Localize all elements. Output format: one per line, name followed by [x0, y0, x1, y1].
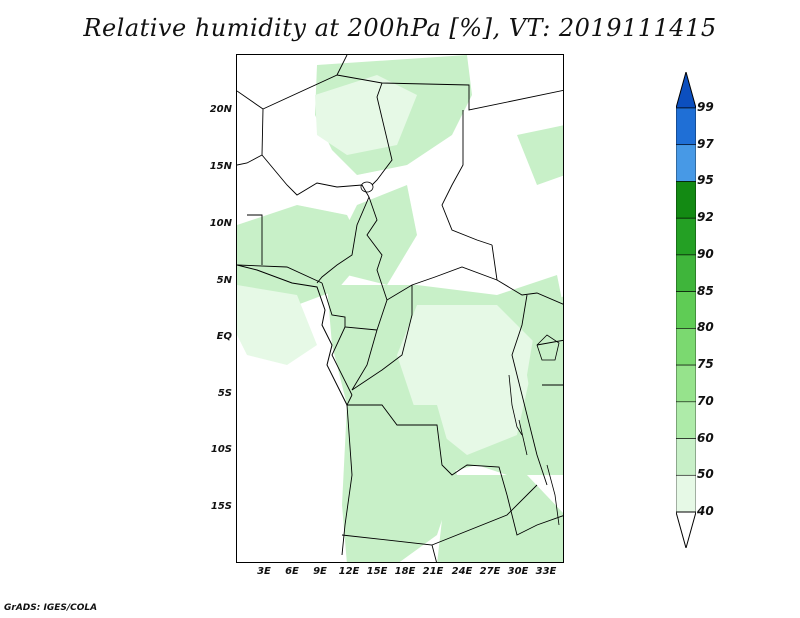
lon-label-6e: 6E — [285, 566, 299, 577]
lon-label-12e: 12E — [338, 566, 360, 577]
colorbar-label: 40 — [697, 504, 714, 518]
lat-label-5n: 5N — [216, 275, 232, 286]
shading-west-coast — [237, 205, 367, 305]
lon-label-3e: 3E — [257, 566, 271, 577]
colorbar-segment — [676, 291, 696, 329]
shading-east-africa — [527, 296, 563, 435]
colorbar-segment — [676, 438, 696, 476]
colorbar-label: 60 — [697, 430, 714, 445]
colorbar-label: 97 — [697, 136, 714, 151]
colorbar-segment — [676, 254, 696, 292]
colorbar-segment — [676, 401, 696, 439]
lat-label-15n: 15N — [209, 161, 232, 172]
coastline — [237, 264, 348, 406]
lat-label-20n: 20N — [209, 104, 232, 115]
lat-label-10n: 10N — [209, 218, 232, 229]
colorbar — [676, 72, 696, 548]
colorbar-label: 90 — [697, 246, 714, 261]
lon-label-33e: 33E — [535, 566, 557, 577]
humidity-shading — [237, 55, 563, 562]
lat-label-eq: EQ — [216, 331, 232, 342]
humidity-map — [237, 55, 563, 562]
chart-title: Relative humidity at 200hPa [%], VT: 201… — [83, 14, 717, 42]
lon-label-15e: 15E — [366, 566, 388, 577]
lon-label-18e: 18E — [394, 566, 416, 577]
colorbar-segment — [676, 364, 696, 403]
shading-coast-light — [237, 285, 317, 365]
shading-central-north — [337, 185, 417, 285]
colorbar-label: 92 — [697, 210, 714, 225]
lon-label-24e: 24E — [451, 566, 473, 577]
lakes — [360, 181, 560, 526]
colorbar-label: 85 — [697, 283, 714, 298]
colorbar-label: 70 — [697, 393, 714, 408]
colorbar-label: 75 — [697, 357, 714, 372]
colorbar-segment — [676, 328, 696, 366]
colorbar-segment — [676, 181, 696, 219]
lat-label-10s: 10S — [210, 444, 232, 455]
lon-label-27e: 27E — [479, 566, 501, 577]
map-panel — [236, 54, 564, 563]
lat-label-15s: 15S — [210, 501, 232, 512]
country-borders — [237, 55, 563, 562]
colorbar-label: 99 — [697, 100, 714, 114]
shading-sahara-band-light — [315, 75, 417, 155]
colorbar-segment — [676, 217, 696, 256]
colorbar-segment — [676, 144, 696, 182]
footer-credit: GrADS: IGES/COLA — [4, 603, 98, 613]
lat-label-5s: 5S — [217, 388, 232, 399]
colorbar-segment — [676, 107, 696, 146]
colorbar-max-triangle — [676, 72, 696, 109]
colorbar-label: 95 — [697, 173, 714, 188]
lon-label-9e: 9E — [313, 566, 327, 577]
lon-label-30e: 30E — [507, 566, 529, 577]
lon-label-21e: 21E — [422, 566, 444, 577]
shading-east-strip — [517, 125, 563, 185]
colorbar-label: 50 — [697, 467, 714, 482]
shading-angola — [342, 405, 457, 562]
colorbar-segment — [676, 474, 696, 513]
colorbar-label: 80 — [697, 320, 714, 335]
colorbar-min-triangle — [676, 511, 696, 548]
shading-south-east — [437, 475, 563, 562]
